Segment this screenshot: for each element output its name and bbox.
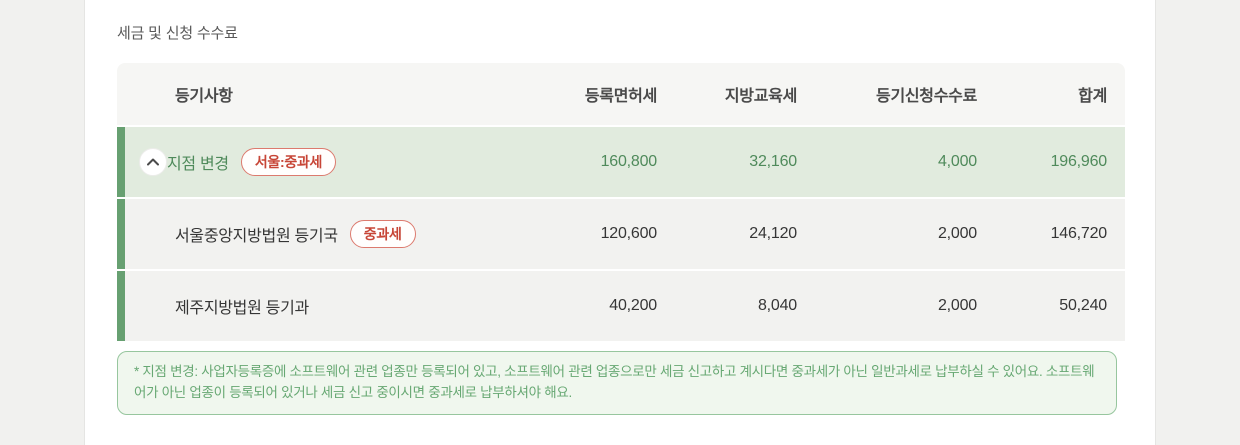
total-value: 50,240 (1059, 297, 1107, 314)
total-value: 146,720 (1050, 225, 1108, 242)
row-name-cell: 제주지방법원 등기과 (117, 292, 517, 320)
row-name-cell: 지점 변경 서울:중과세 (117, 148, 517, 176)
table-header-row: 등기사항 등록면허세 지방교육세 등기신청수수료 합계 (117, 63, 1125, 125)
surtax-badge-seoul: 서울:중과세 (240, 148, 337, 176)
header-license-tax: 등록면허세 (584, 88, 657, 105)
table-row-jeju-registry: 제주지방법원 등기과 40,200 8,040 2,000 50,240 (117, 271, 1125, 341)
collapse-toggle-button[interactable] (139, 148, 167, 176)
education-tax-value: 24,120 (749, 225, 797, 242)
fee-table: 등기사항 등록면허세 지방교육세 등기신청수수료 합계 지점 변경 서울:중과세… (117, 63, 1125, 341)
content-panel: 세금 및 신청 수수료 등기사항 등록면허세 지방교육세 등기신청수수료 합계 … (84, 0, 1156, 445)
license-tax-value: 160,800 (600, 153, 658, 170)
license-tax-value: 120,600 (600, 225, 658, 242)
icon-slot-empty (139, 220, 167, 248)
header-registration-item: 등기사항 (175, 88, 233, 105)
section-title: 세금 및 신청 수수료 (117, 25, 238, 42)
row-name-cell: 서울중앙지방법원 등기국 중과세 (117, 220, 517, 248)
license-tax-value: 40,200 (609, 297, 657, 314)
total-value: 196,960 (1050, 153, 1108, 170)
icon-slot-empty (139, 292, 167, 320)
application-fee-value: 2,000 (937, 225, 977, 242)
chevron-up-icon (147, 158, 159, 166)
header-total: 합계 (1078, 88, 1107, 105)
header-application-fee: 등기신청수수료 (876, 88, 977, 105)
table-row-branch-change[interactable]: 지점 변경 서울:중과세 160,800 32,160 4,000 196,96… (117, 127, 1125, 197)
row-label: 지점 변경 (167, 156, 229, 173)
education-tax-value: 8,040 (757, 297, 797, 314)
row-label: 제주지방법원 등기과 (175, 300, 309, 317)
surtax-badge: 중과세 (349, 220, 416, 248)
row-label: 서울중앙지방법원 등기국 (175, 228, 338, 245)
education-tax-value: 32,160 (749, 153, 797, 170)
table-row-seoul-registry: 서울중앙지방법원 등기국 중과세 120,600 24,120 2,000 14… (117, 199, 1125, 269)
footnote-text: * 지점 변경: 사업자등록증에 소프트웨어 관련 업종만 등록되어 있고, 소… (134, 364, 1095, 400)
application-fee-value: 2,000 (937, 297, 977, 314)
application-fee-value: 4,000 (937, 153, 977, 170)
header-education-tax: 지방교육세 (724, 88, 797, 105)
footnote: * 지점 변경: 사업자등록증에 소프트웨어 관련 업종만 등록되어 있고, 소… (117, 351, 1117, 415)
